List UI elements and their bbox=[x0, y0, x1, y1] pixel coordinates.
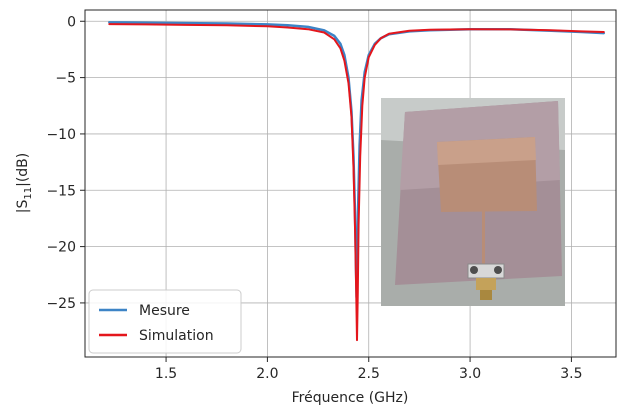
legend-entry-mesure: Mesure bbox=[139, 303, 190, 319]
y-tick-label: 0 bbox=[67, 14, 76, 30]
x-tick-label: 3.0 bbox=[459, 366, 481, 382]
x-tick-label: 2.0 bbox=[256, 366, 278, 382]
y-tick-label: −15 bbox=[46, 183, 76, 199]
x-tick-label: 3.5 bbox=[560, 366, 582, 382]
x-tick-label: 2.5 bbox=[358, 366, 380, 382]
y-tick-label: −25 bbox=[46, 296, 76, 312]
ticks: 1.5 2.0 2.5 3.0 3.5 0 −5 −10 −15 −20 −25 bbox=[46, 14, 582, 382]
y-axis-label-base: |S bbox=[15, 200, 31, 214]
plot-frame bbox=[84, 9, 617, 358]
x-tick-label: 1.5 bbox=[155, 366, 177, 382]
y-axis-label: |S11|(dB) bbox=[15, 153, 34, 213]
y-axis-label-subscript: 11 bbox=[23, 187, 34, 200]
x-axis-label: Fréquence (GHz) bbox=[292, 390, 409, 406]
series-line-simulation bbox=[108, 23, 605, 342]
legend-entry-simulation: Simulation bbox=[139, 328, 214, 344]
y-tick-label: −20 bbox=[46, 240, 76, 256]
y-axis-label-tail: |(dB) bbox=[15, 153, 31, 187]
antenna-photo bbox=[381, 98, 565, 306]
y-tick-label: −5 bbox=[55, 71, 76, 87]
legend: Mesure Simulation bbox=[88, 289, 242, 354]
y-tick-label: −10 bbox=[46, 127, 76, 143]
series-layer bbox=[108, 21, 606, 342]
